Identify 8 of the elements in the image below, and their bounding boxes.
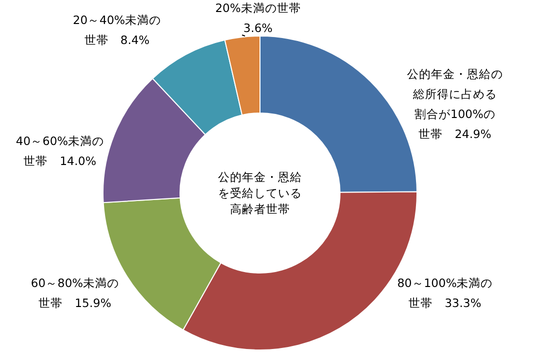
slice-label: 20%未満の世帯	[215, 1, 301, 15]
slice-label: 20～40%未満の世帯 8.4%	[72, 13, 162, 47]
slice-label: 40～60%未満の世帯 14.0%	[16, 134, 104, 168]
text: 公的年金・恩給を受給している高齢者世帯	[218, 170, 302, 216]
data-label: 3.6%	[243, 21, 273, 35]
slice-label: 80～100%未満の世帯 33.3%	[397, 276, 493, 310]
slice-label: 公的年金・恩給の総所得に占める割合が100%の世帯 24.9%	[407, 67, 503, 141]
slice-label: 60～80%未満の世帯 15.9%	[30, 276, 120, 310]
